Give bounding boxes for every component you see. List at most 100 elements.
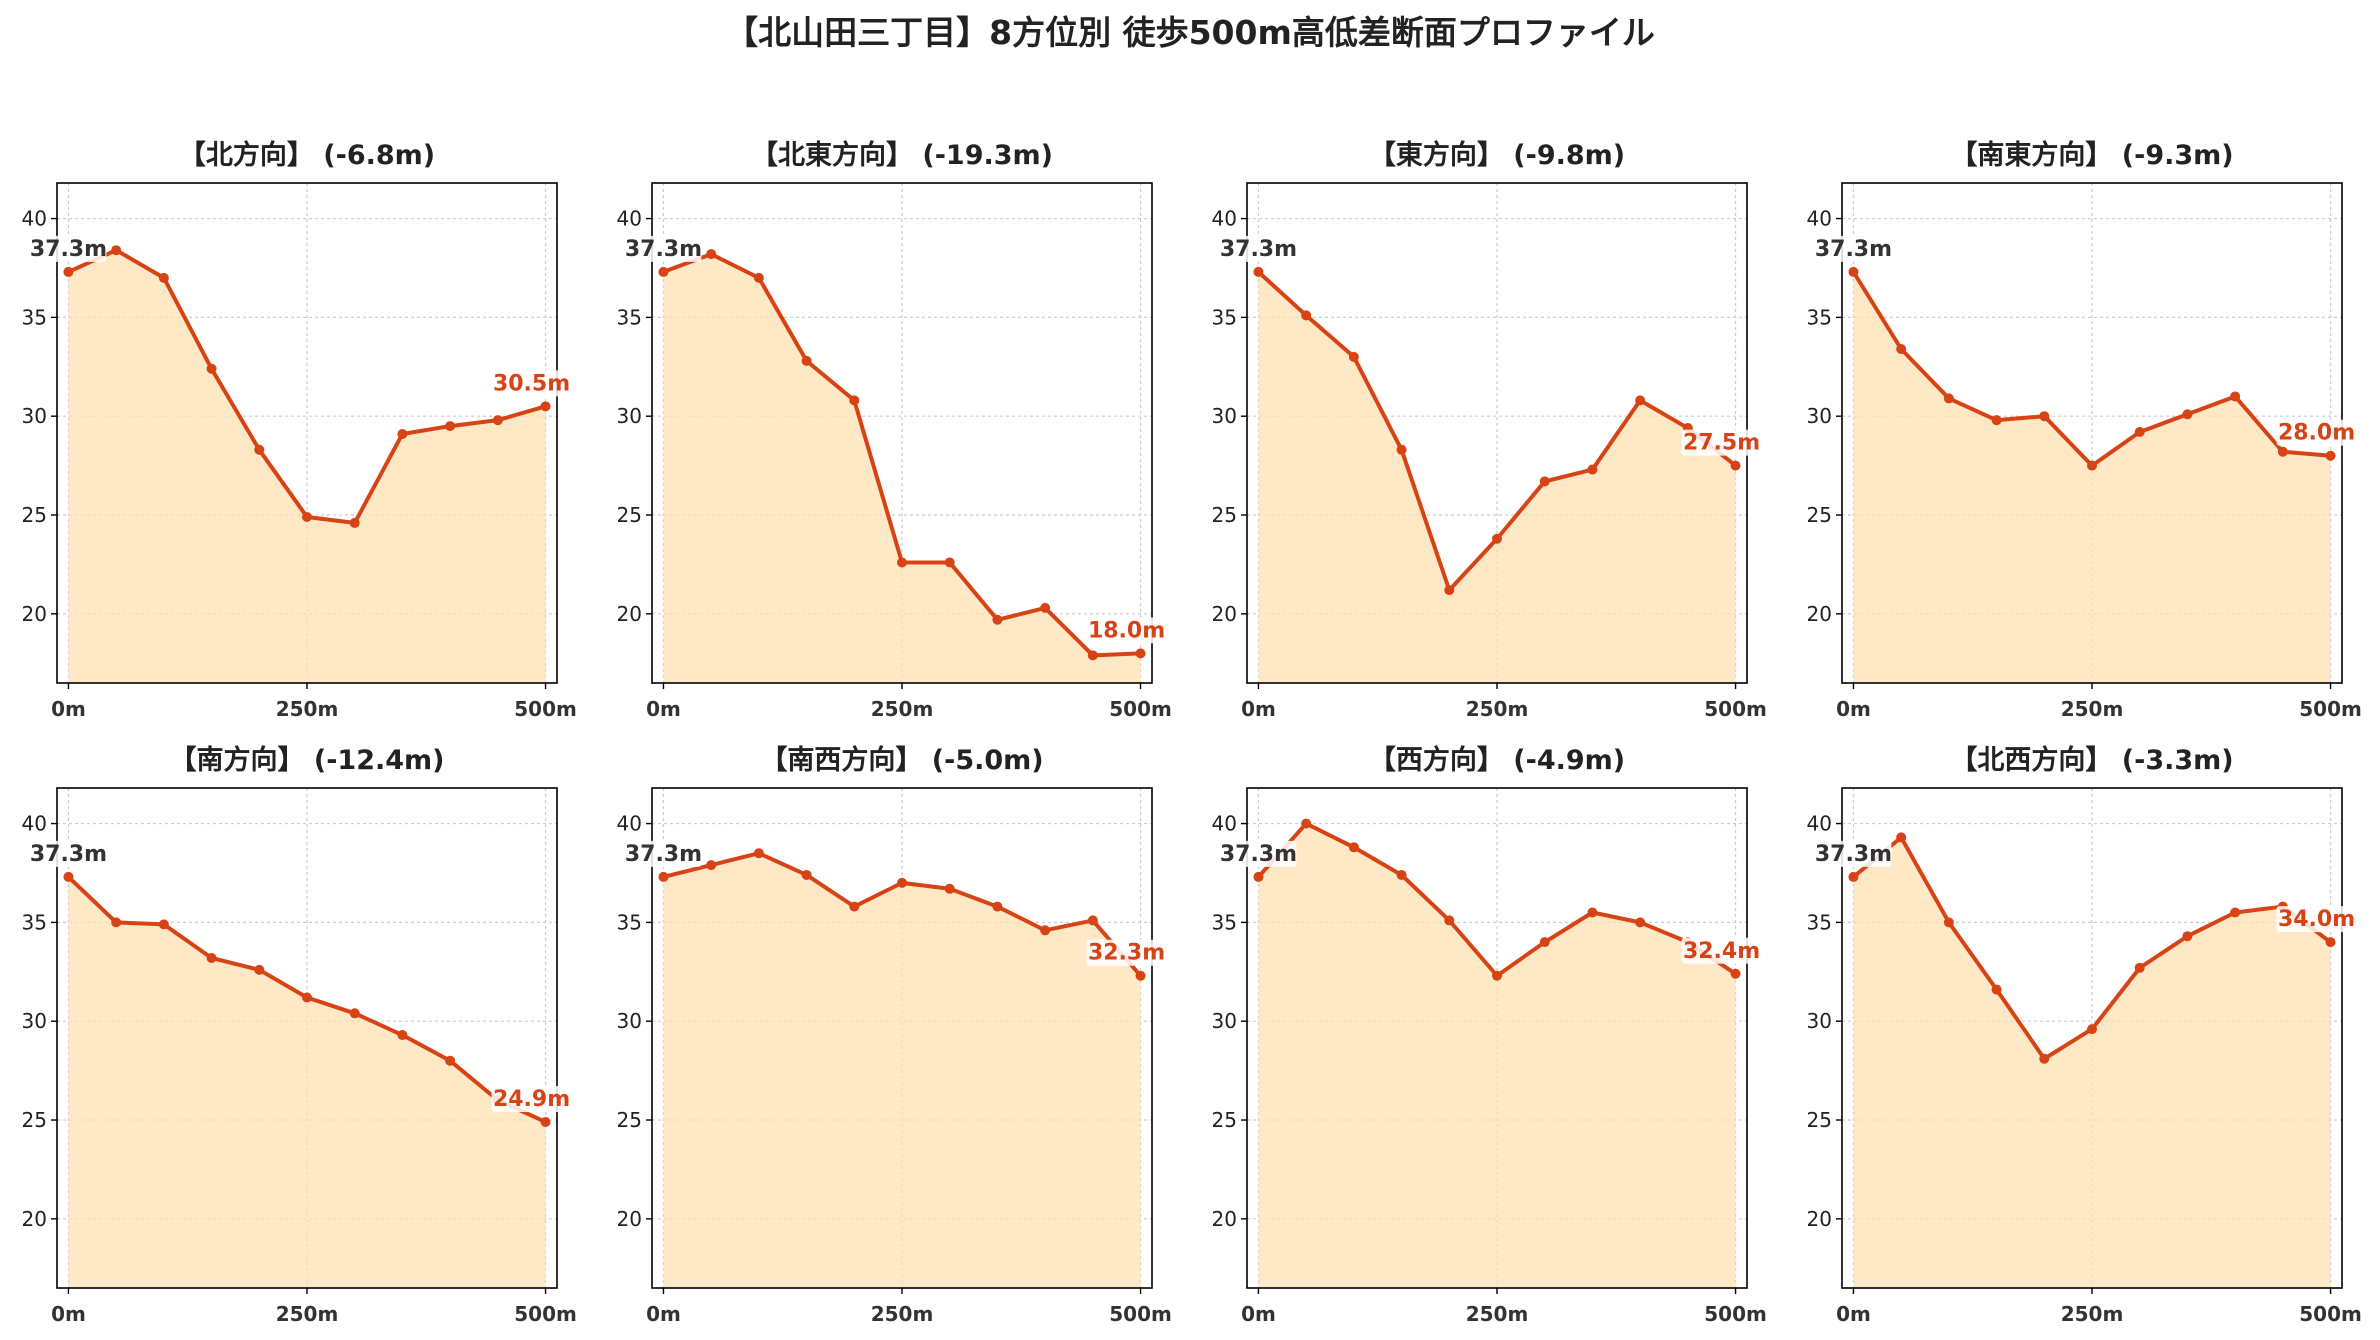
start-label-bg: [1220, 235, 1297, 262]
x-tick-label: 500m: [514, 697, 577, 721]
data-point: [1635, 395, 1646, 406]
data-point: [540, 1116, 551, 1127]
start-label-bg: [30, 840, 107, 867]
y-tick-label: 25: [617, 503, 642, 527]
end-elevation-label: 32.3m: [1088, 941, 1165, 966]
chart-panel-8: 【北西方向】 (-3.3m) 20 25 30 35 40 0m 250m 500m 37.3m 3…: [1807, 744, 2362, 1326]
panel-title: 【南西方向】 (-5.0m): [760, 744, 1043, 776]
y-tick-label: 30: [1212, 404, 1237, 428]
data-point: [349, 1008, 360, 1019]
y-tick-label: 25: [1212, 503, 1237, 527]
x-tick-label: 0m: [646, 1302, 681, 1326]
area-fill: [663, 853, 1141, 1288]
start-label-bg: [625, 235, 702, 262]
data-point: [1348, 842, 1359, 853]
data-point: [706, 860, 717, 871]
data-point: [254, 444, 265, 455]
data-point: [2230, 907, 2241, 918]
x-tick-label: 500m: [1704, 1302, 1767, 1326]
x-tick-label: 250m: [276, 1302, 339, 1326]
data-point: [944, 883, 955, 894]
end-elevation-label: 34.0m: [2278, 907, 2355, 932]
data-point: [2039, 411, 2050, 422]
start-label-bg: [1815, 840, 1892, 867]
data-point: [658, 266, 669, 277]
data-point: [1253, 871, 1264, 882]
end-label-bg: [1086, 617, 1167, 644]
y-tick-label: 40: [1212, 207, 1237, 231]
data-point: [2087, 1024, 2097, 1035]
y-tick-label: 40: [1807, 812, 1832, 836]
end-elevation-label: 28.0m: [2278, 421, 2355, 446]
panel-title: 【北東方向】 (-19.3m): [751, 139, 1053, 171]
y-tick-label: 30: [1807, 404, 1832, 428]
y-tick-label: 20: [617, 602, 642, 626]
data-point: [2134, 427, 2145, 438]
y-tick-label: 25: [617, 1108, 642, 1132]
area-fill: [1853, 837, 2331, 1288]
start-label-bg: [1815, 235, 1892, 262]
data-point: [1991, 415, 2002, 426]
x-tick-label: 500m: [514, 1302, 577, 1326]
y-tick-label: 40: [617, 812, 642, 836]
data-point: [658, 871, 669, 882]
y-tick-label: 20: [22, 602, 47, 626]
data-point: [302, 511, 312, 522]
panel-title: 【南方向】 (-12.4m): [169, 744, 444, 776]
x-tick-label: 500m: [1704, 697, 1767, 721]
y-tick-label: 35: [1212, 305, 1237, 329]
y-tick-label: 30: [617, 1009, 642, 1033]
y-tick-label: 40: [22, 812, 47, 836]
start-elevation-label: 37.3m: [625, 237, 702, 262]
x-tick-label: 0m: [1241, 1302, 1276, 1326]
data-point: [753, 848, 764, 859]
chart-panel-7: 【西方向】 (-4.9m) 20 25 30 35 40 0m 250m 500m 37.3m 32…: [1212, 744, 1767, 1326]
data-point: [1348, 351, 1359, 362]
y-tick-label: 20: [1807, 1207, 1832, 1231]
data-point: [1135, 648, 1146, 659]
end-elevation-label: 27.5m: [1683, 431, 1760, 456]
data-point: [706, 249, 717, 260]
start-elevation-label: 37.3m: [1220, 842, 1297, 867]
data-point: [2182, 931, 2193, 942]
x-tick-label: 500m: [2299, 697, 2362, 721]
data-point: [206, 363, 217, 374]
panel-title: 【北方向】 (-6.8m): [179, 139, 435, 171]
data-point: [849, 901, 860, 912]
data-point: [1730, 968, 1741, 979]
data-point: [944, 557, 955, 568]
x-tick-label: 250m: [2061, 1302, 2124, 1326]
data-point: [111, 917, 122, 928]
data-point: [540, 401, 551, 412]
x-tick-label: 250m: [276, 697, 339, 721]
panel-title: 【東方向】 (-9.8m): [1369, 139, 1625, 171]
data-point: [2134, 962, 2145, 973]
data-point: [897, 557, 907, 568]
data-point: [1396, 869, 1407, 880]
data-point: [445, 421, 456, 432]
chart-panel-3: 【東方向】 (-9.8m) 20 25 30 35 40 0m 250m 500m 37.3m 27…: [1212, 139, 1767, 721]
start-elevation-label: 37.3m: [1815, 237, 1892, 262]
end-elevation-label: 32.4m: [1683, 939, 1760, 964]
y-tick-label: 20: [1807, 602, 1832, 626]
data-point: [849, 395, 860, 406]
data-point: [1087, 650, 1098, 661]
data-point: [1087, 915, 1098, 926]
y-tick-label: 25: [1807, 503, 1832, 527]
x-tick-label: 0m: [51, 1302, 86, 1326]
data-point: [111, 245, 122, 256]
data-point: [349, 517, 360, 528]
x-tick-label: 0m: [51, 697, 86, 721]
end-elevation-label: 18.0m: [1088, 618, 1165, 643]
start-label-bg: [1220, 840, 1297, 867]
y-tick-label: 35: [22, 305, 47, 329]
x-tick-label: 500m: [2299, 1302, 2362, 1326]
y-tick-label: 40: [617, 207, 642, 231]
data-point: [397, 1030, 408, 1041]
x-tick-label: 0m: [1836, 1302, 1871, 1326]
data-point: [1848, 871, 1859, 882]
data-point: [1444, 915, 1455, 926]
data-point: [1848, 266, 1859, 277]
end-label-bg: [1681, 429, 1762, 456]
data-point: [1492, 970, 1502, 981]
